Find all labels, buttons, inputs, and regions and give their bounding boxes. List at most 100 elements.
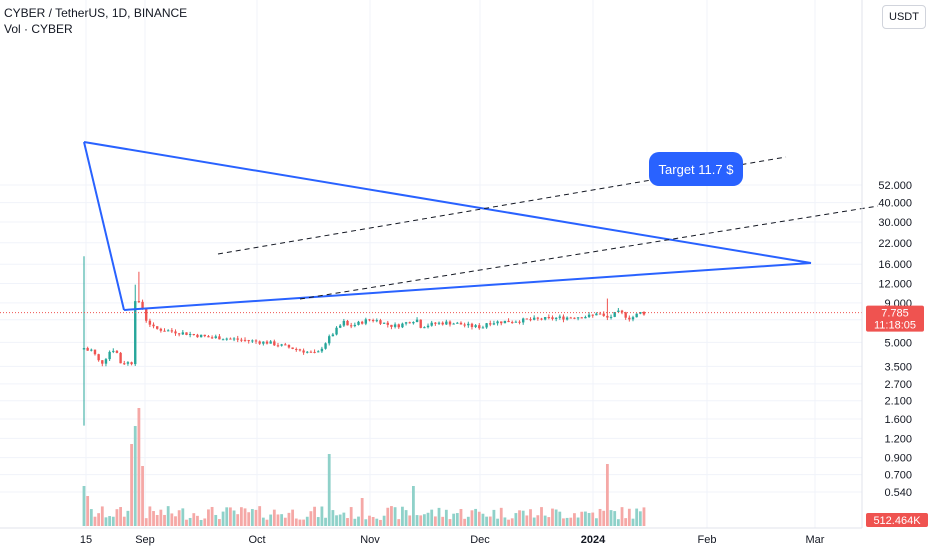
candle-body [254,340,258,342]
price-tick-label: 30.000 [878,217,912,229]
volume-bar [459,508,463,526]
candle-body [320,348,324,352]
candle-body [156,326,159,329]
volume-bar [620,507,624,526]
candle-body [295,348,298,350]
volume-bar [261,517,265,526]
volume-bar [283,517,287,526]
candle-body [86,348,89,351]
volume-bar [115,509,119,526]
volume-bar [488,516,492,526]
volume-bar [188,517,192,526]
time-tick-label: Feb [698,534,717,546]
target-annotation: Target 11.7 $ [649,152,743,186]
volume-bar [386,507,390,526]
candle-body [518,321,521,323]
candle-body [397,324,400,328]
volume-bar [280,514,284,526]
candle-body [317,351,320,353]
candle-body [415,319,419,323]
volume-bar [221,511,225,526]
candle-body [181,332,185,335]
candle-body [188,334,192,336]
price-tick-label: 2.100 [884,396,912,408]
price-tick-label: 40.000 [878,198,912,210]
volume-bar [477,511,481,526]
candle-body [522,318,525,323]
volume-indicator-title[interactable]: Vol · CYBER [4,22,73,36]
volume-bar [357,516,360,526]
candle-body [441,322,444,325]
volume-bar [521,510,525,526]
candle-body [401,323,404,328]
volume-bar [624,518,628,526]
candle-body [547,317,551,319]
volume-bar [177,510,181,526]
volume-bar [404,510,408,526]
candle-body [587,314,591,317]
volume-bar [214,514,218,526]
volume-bar [379,519,382,526]
candle-body [306,351,309,353]
candle-body [492,323,496,325]
candle-body [448,321,452,325]
volume-bar [302,519,305,526]
volume-bar [258,506,262,526]
volume-bar [126,510,130,526]
volume-bar [335,515,338,526]
candle-body [119,352,122,364]
candle-body [602,313,605,316]
volume-bar [605,464,609,526]
candle-body [606,315,609,318]
candle-body [474,325,477,328]
volume-bar [170,513,174,526]
volume-bar [375,518,379,526]
volume-bar [155,514,159,526]
volume-bar [89,509,93,526]
candle-body [412,322,415,324]
volume-bars [82,408,646,526]
candle-body [470,323,474,328]
candle-body [496,321,499,324]
volume-bar [492,509,496,526]
volume-bar [576,517,580,526]
volume-bar [518,510,521,526]
candle-body [558,316,561,318]
candle-body [404,322,408,324]
candle-body [265,341,269,344]
candle-body [551,317,554,319]
candle-body [331,334,335,337]
candle-body [576,317,580,319]
candle-body [569,317,572,319]
volume-bar [393,507,397,526]
price-tick-label: 0.900 [884,453,912,465]
candle-body [617,310,620,312]
volume-bar [163,514,166,526]
volume-bar [349,507,353,526]
volume-bar [441,516,445,526]
candle-body [130,362,133,365]
candle-body [152,324,155,327]
candle-body [467,323,470,326]
candle-body [434,322,437,324]
volume-value-tag: 512.464K [866,513,928,527]
candlesticks [82,256,646,426]
volume-bar [415,515,419,526]
volume-bar [327,454,331,526]
volume-bar [185,519,188,526]
price-tick-label: 22.000 [878,238,912,250]
volume-bar [331,510,335,526]
volume-bar [371,516,375,526]
candle-body [240,339,243,341]
currency-button[interactable]: USDT [882,5,926,29]
volume-bar [294,518,298,526]
candle-body [635,313,638,318]
candle-body [236,338,239,340]
volume-bar [543,515,547,526]
symbol-title[interactable]: CYBER / TetherUS, 1D, BINANCE [4,6,188,20]
candle-body [525,318,529,320]
volume-bar [507,519,510,526]
candle-body [243,339,247,341]
